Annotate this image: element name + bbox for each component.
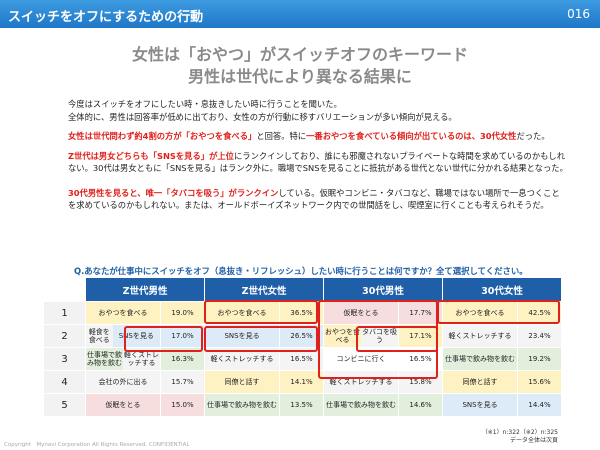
table-cell-percent: 14.6%: [398, 393, 444, 417]
table-cell-item: 軽くストレッチする: [442, 324, 519, 348]
copyright: Copyright Mynavi Corporation All Rights …: [4, 442, 190, 448]
table-cell-item: SNSを見る: [112, 325, 160, 347]
body-span: にランクインしており、誰にも邪魔されないプライベートな時間を求めているのかもしれ…: [68, 150, 568, 174]
rank-number: 4: [43, 370, 86, 394]
table-cell-item: 軽食を食べる: [86, 325, 113, 347]
table-row: 5 仮眠をとる 15.0% 仕事場で飲み物を飲む 13.5% 仕事場で飲み物を飲…: [43, 393, 563, 417]
intro-line-1: 今度はスイッチをオフにしたい時・息抜きしたい時に行うことを聞いた。: [68, 99, 342, 109]
table-cell-item: 会社の外に出る: [85, 370, 161, 394]
intro-paragraph: 今度はスイッチをオフにしたい時・息抜きしたい時に行うことを聞いた。 全体的に、男…: [68, 98, 568, 123]
table-cell-percent: 16.5%: [398, 347, 444, 371]
table-cell-percent: 14.1%: [279, 370, 325, 394]
table-cell-split: 軽食を食べる SNSを見る: [85, 324, 161, 348]
intro-line-2: 全体的に、男性は回答率が低めに出ており、女性の方が行動に移すバリエーションが多い…: [68, 111, 457, 122]
table-cell-split: おやつを食べる タバコを吸う: [323, 324, 400, 348]
table-header-row: Z世代男性 Z世代女性 30代男性 30代女性: [43, 277, 563, 302]
highlight-text: 女性は世代問わず約4割の方が「おやつを食べる」: [68, 131, 257, 141]
table-cell-percent: 17.1%: [398, 324, 444, 348]
rank-number: 3: [43, 347, 86, 371]
paragraph-women-snacks: 女性は世代問わず約4割の方が「おやつを食べる」と回答。特に一番おやつを食べている…: [68, 130, 568, 143]
rank-number: 1: [43, 301, 86, 325]
column-header-30s-men: 30代男性: [323, 277, 444, 302]
main-heading: 女性は「おやつ」がスイッチオフのキーワード 男性は世代により異なる結果に: [0, 44, 600, 88]
ranking-table: Z世代男性 Z世代女性 30代男性 30代女性 1 おやつを食べる 19.0% …: [43, 277, 563, 417]
table-cell-item: 軽くストレッチする: [323, 370, 400, 394]
footnote: （※1）n:322（※2）n:325 データ全体は次頁: [482, 429, 558, 445]
table-cell-item: 同僚と話す: [204, 370, 281, 394]
table-cell-percent: 16.5%: [279, 347, 325, 371]
highlight-text: 一番おやつを食べている傾向が出ているのは、30代女性: [306, 131, 517, 141]
body-text: 今度はスイッチをオフにしたい時・息抜きしたい時に行うことを聞いた。 全体的に、男…: [68, 98, 568, 219]
header-bar: スイッチをオフにするための行動 016: [0, 0, 600, 28]
rank-number: 5: [43, 393, 86, 417]
paragraph-30s-men: 30代男性を見ると、唯一「タバコを吸う」がランクインしている。仮眠やコンビニ・タ…: [68, 187, 568, 212]
table-cell-item: おやつを食べる: [442, 301, 519, 325]
table-cell-item: 仕事場で飲み物を飲む: [323, 393, 400, 417]
table-cell-item: タバコを吸う: [361, 325, 399, 347]
rank-number: 2: [43, 324, 86, 348]
table-cell-percent: 17.7%: [398, 301, 444, 325]
footnote-next-page: データ全体は次頁: [509, 437, 558, 444]
table-cell-percent: 13.5%: [279, 393, 325, 417]
table-cell-percent: 36.5%: [279, 301, 325, 325]
body-span: だった。: [516, 131, 550, 141]
table-cell-item: おやつを食べる: [324, 325, 362, 347]
column-header-30s-women: 30代女性: [442, 277, 563, 302]
table-cell-item: おやつを食べる: [85, 301, 161, 325]
table-cell-item: 仕事場で飲み物を飲む: [86, 348, 123, 370]
footnote-sample-size: （※1）n:322（※2）n:325: [481, 429, 558, 436]
survey-question: Q.あなたが仕事中にスイッチをオフ（息抜き・リフレッシュ）したい時に行うことは何…: [74, 266, 528, 276]
column-header-z-men: Z世代男性: [84, 277, 206, 302]
table-row: 2 軽食を食べる SNSを見る 17.0% SNSを見る 26.5% おやつを食…: [43, 324, 563, 348]
table-cell-item: 仕事場で飲み物を飲む: [204, 393, 281, 417]
table-cell-item: おやつを食べる: [204, 301, 281, 325]
column-header-z-women: Z世代女性: [204, 277, 325, 302]
table-cell-item: 軽くストレッチする: [204, 347, 281, 371]
table-cell-item: SNSを見る: [204, 324, 281, 348]
table-cell-percent: 16.3%: [159, 347, 206, 371]
table-cell-percent: 15.6%: [517, 370, 563, 394]
table-cell-percent: 15.8%: [398, 370, 444, 394]
table-cell-percent: 42.5%: [517, 301, 563, 325]
table-cell-item: 仮眠をとる: [85, 393, 161, 417]
table-cell-percent: 17.0%: [159, 324, 206, 348]
table-cell-item: 仮眠をとる: [323, 301, 400, 325]
table-cell-percent: 19.0%: [159, 301, 206, 325]
table-cell-split: 仕事場で飲み物を飲む 軽くストレッチする: [85, 347, 161, 371]
page-number: 016: [567, 7, 590, 21]
header-title: スイッチをオフにするための行動: [8, 10, 204, 25]
highlight-text: 30代男性を見ると、唯一「タバコを吸う」がランクイン: [68, 187, 279, 198]
table-row: 3 仕事場で飲み物を飲む 軽くストレッチする 16.3% 軽くストレッチする 1…: [43, 347, 563, 371]
table-cell-percent: 15.0%: [159, 393, 206, 417]
table-cell-percent: 26.5%: [279, 324, 325, 348]
table-row: 4 会社の外に出る 15.7% 同僚と話す 14.1% 軽くストレッチする 15…: [43, 370, 563, 394]
table-cell-item: 同僚と話す: [442, 370, 519, 394]
table-cell-item: 軽くストレッチする: [123, 348, 160, 370]
rank-header-empty: [43, 277, 86, 302]
table-cell-item: 仕事場で飲み物を飲む: [442, 347, 519, 371]
table-cell-item: コンビニに行く: [323, 347, 400, 371]
table-cell-percent: 15.7%: [159, 370, 206, 394]
table-cell-percent: 19.2%: [517, 347, 563, 371]
table-cell-item: SNSを見る: [442, 393, 519, 417]
heading-line-2: 男性は世代により異なる結果に: [188, 67, 412, 86]
body-span: している。仮眠やコンビニ・タバコなど、職場ではない場所で一息つくことを求めている…: [68, 187, 560, 211]
heading-line-1: 女性は「おやつ」がスイッチオフのキーワード: [131, 45, 468, 64]
table-cell-percent: 23.4%: [517, 324, 563, 348]
body-span: と回答。特に: [256, 131, 307, 141]
paragraph-sns: Z世代は男女どちらも「SNSを見る」が上位にランクインしており、誰にも邪魔されな…: [68, 150, 568, 175]
highlight-text: Z世代は男女どちらも「SNSを見る」が上位: [68, 150, 234, 161]
table-cell-percent: 14.4%: [517, 393, 563, 417]
table-row: 1 おやつを食べる 19.0% おやつを食べる 36.5% 仮眠をとる 17.7…: [43, 301, 563, 325]
